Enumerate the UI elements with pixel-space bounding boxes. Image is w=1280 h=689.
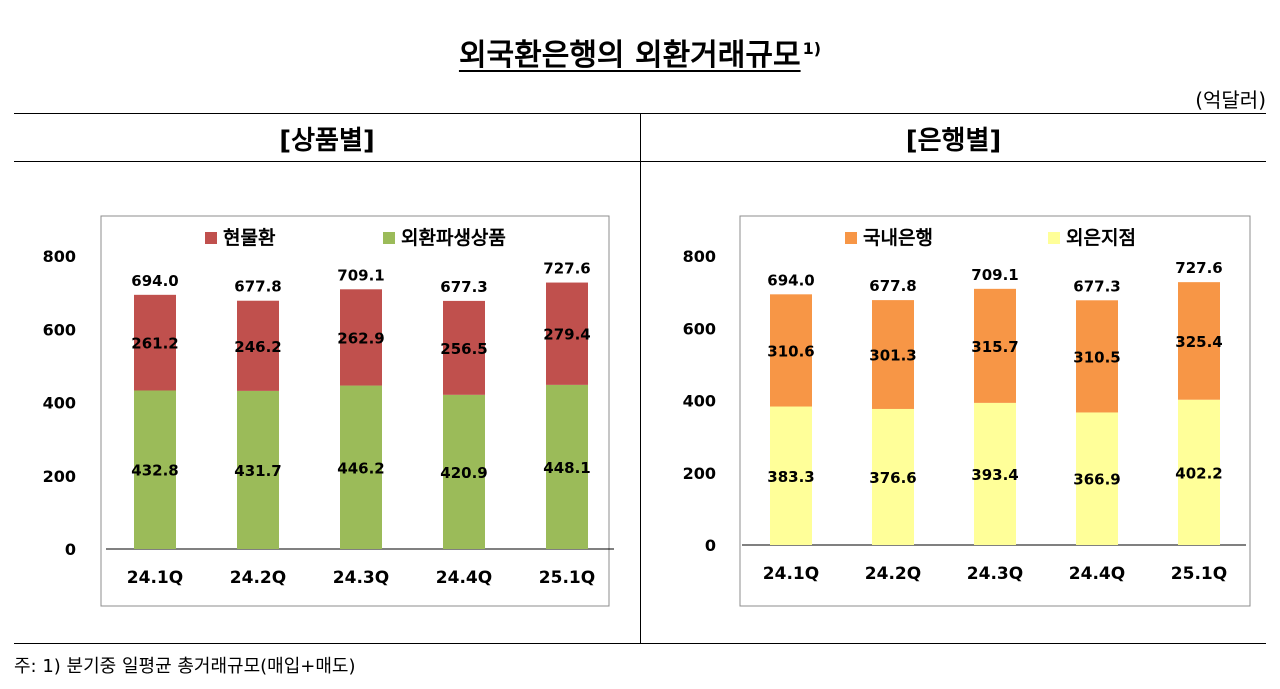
y-tick-label: 600: [683, 319, 716, 338]
x-tick-label: 24.2Q: [865, 564, 921, 584]
total-label: 677.3: [1073, 277, 1120, 295]
data-label: 246.2: [234, 338, 281, 356]
data-label: 431.7: [234, 462, 281, 480]
data-label: 310.6: [767, 342, 814, 360]
y-tick-label: 400: [43, 394, 76, 413]
bar-segment: [1178, 282, 1220, 400]
total-label: 677.8: [234, 278, 281, 296]
data-label: 310.5: [1073, 348, 1120, 366]
bar-segment: [770, 406, 812, 545]
total-label: 694.0: [131, 272, 178, 290]
bar-segment: [1178, 399, 1220, 545]
data-label: 446.2: [337, 459, 384, 477]
x-tick-label: 24.2Q: [230, 568, 286, 588]
unit-label: (억달러): [1195, 88, 1266, 112]
data-label: 261.2: [131, 335, 178, 353]
y-tick-label: 0: [65, 540, 76, 559]
table-bottom-border: [14, 643, 1266, 644]
y-tick-label: 200: [683, 464, 716, 483]
y-tick-label: 200: [43, 467, 76, 486]
title-text: 외국환은행의 외환거래규모: [458, 38, 801, 73]
data-label: 420.9: [440, 464, 487, 482]
y-tick-label: 800: [43, 247, 76, 266]
x-tick-label: 24.1Q: [127, 568, 183, 588]
bar-segment: [340, 385, 382, 549]
data-label: 279.4: [543, 326, 590, 344]
bar-segment: [974, 402, 1016, 545]
data-label: 376.6: [869, 469, 916, 487]
bar-segment: [443, 394, 485, 549]
data-label: 301.3: [869, 347, 916, 365]
y-tick-label: 400: [683, 392, 716, 411]
bar-segment: [546, 282, 588, 385]
data-label: 325.4: [1175, 333, 1222, 351]
title-footnote-mark: 1): [802, 39, 822, 58]
footnote: 주: 1) 분기중 일평균 총거래규모(매입+매도): [14, 656, 356, 677]
y-tick-label: 0: [705, 536, 716, 555]
data-label: 383.3: [767, 468, 814, 486]
bar-segment: [237, 300, 279, 391]
data-label: 432.8: [131, 462, 178, 480]
total-label: 727.6: [1175, 259, 1222, 277]
data-label: 262.9: [337, 329, 384, 347]
x-tick-label: 25.1Q: [539, 568, 595, 588]
bar-segment: [770, 294, 812, 407]
data-label: 393.4: [971, 466, 1018, 484]
x-tick-label: 24.3Q: [967, 564, 1023, 584]
bar-segment: [872, 408, 914, 545]
x-tick-label: 24.4Q: [436, 568, 492, 588]
panel-title-product: [상품별]: [279, 126, 375, 156]
data-label: 402.2: [1175, 464, 1222, 482]
legend-swatch: [845, 232, 857, 244]
y-tick-label: 800: [683, 247, 716, 266]
x-tick-label: 24.3Q: [333, 568, 389, 588]
x-tick-label: 24.1Q: [763, 564, 819, 584]
legend-label: 외환파생상품: [401, 227, 506, 249]
total-label: 694.0: [767, 271, 814, 289]
data-label: 315.7: [971, 338, 1018, 356]
total-label: 677.8: [869, 277, 916, 295]
bar-segment: [237, 390, 279, 549]
total-label: 677.3: [440, 278, 487, 296]
data-label: 256.5: [440, 340, 487, 358]
bar-segment: [1076, 412, 1118, 545]
bar-segment: [340, 289, 382, 386]
legend-label: 외은지점: [1066, 227, 1136, 249]
page-title: 외국환은행의 외환거래규모 1): [0, 30, 1280, 74]
total-label: 709.1: [337, 266, 384, 284]
total-label: 727.6: [543, 260, 590, 278]
bar-segment: [546, 384, 588, 549]
chart-frame: [739, 215, 1251, 607]
legend-label: 현물환: [223, 227, 276, 249]
legend-swatch: [383, 232, 395, 244]
data-label: 366.9: [1073, 471, 1120, 489]
legend-swatch: [205, 232, 217, 244]
bar-segment: [872, 300, 914, 409]
x-tick-label: 25.1Q: [1171, 564, 1227, 584]
data-label: 448.1: [543, 459, 590, 477]
legend-label: 국내은행: [863, 227, 933, 249]
bar-segment: [974, 288, 1016, 403]
panel-title-bank: [은행별]: [905, 126, 1002, 156]
bar-segment: [134, 294, 176, 391]
y-tick-label: 600: [43, 320, 76, 339]
bar-segment: [1076, 300, 1118, 413]
bar-segment: [443, 300, 485, 395]
bar-segment: [134, 390, 176, 549]
legend-swatch: [1048, 232, 1060, 244]
chart-frame: [100, 215, 610, 607]
panel-divider: [640, 113, 641, 643]
x-tick-label: 24.4Q: [1069, 564, 1125, 584]
total-label: 709.1: [971, 266, 1018, 284]
